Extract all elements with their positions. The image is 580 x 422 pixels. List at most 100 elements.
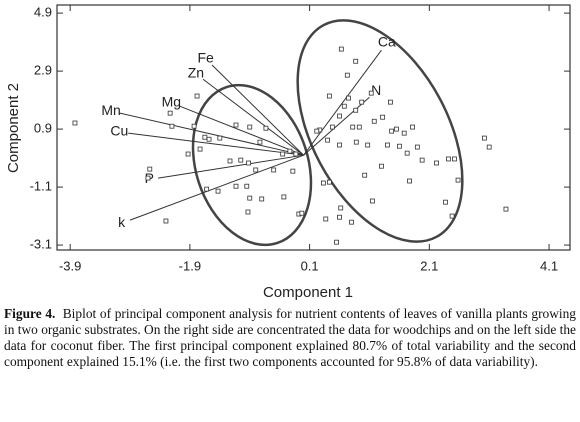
point <box>370 198 375 204</box>
point <box>163 218 169 224</box>
point <box>204 186 210 192</box>
x-tick-label: 0.1 <box>301 258 319 273</box>
point <box>379 163 384 169</box>
x-tick-label: 2.1 <box>420 258 438 273</box>
group-ellipse <box>191 83 313 247</box>
point <box>334 239 339 245</box>
point <box>349 219 354 225</box>
point <box>185 151 191 157</box>
point <box>486 144 492 150</box>
point <box>389 128 395 134</box>
point <box>353 139 359 145</box>
point <box>385 142 390 148</box>
y-tick-label: -1.1 <box>30 179 52 194</box>
loading-label: Zn <box>188 65 204 81</box>
point <box>202 134 208 140</box>
loading-vector <box>158 154 304 179</box>
loading-vector <box>303 49 382 156</box>
point <box>147 166 153 172</box>
point <box>215 188 221 194</box>
chart: Component 1 Component 2 -3.9 -1.9 0.1 2.1 4.… <box>5 4 571 300</box>
point <box>388 99 393 105</box>
point <box>233 183 239 189</box>
point <box>380 114 386 120</box>
loading-vector <box>303 96 370 156</box>
caption-text: Biplot of principal component analysis f… <box>4 306 577 369</box>
y-tick-label: 2.9 <box>34 63 52 78</box>
point <box>401 130 407 136</box>
point <box>244 183 250 189</box>
point <box>350 124 356 130</box>
loading-label: N <box>371 82 381 98</box>
loading-label: Mg <box>162 94 181 110</box>
point <box>371 118 377 124</box>
point <box>263 125 269 131</box>
point <box>194 93 200 99</box>
point <box>338 205 344 211</box>
x-axis-label: Component 1 <box>263 284 353 300</box>
point <box>443 199 448 205</box>
point <box>145 175 151 181</box>
point <box>341 103 347 109</box>
caption-label: Figure 4. <box>4 306 56 321</box>
point <box>271 167 277 173</box>
point <box>359 99 365 105</box>
loading-vector <box>179 105 304 156</box>
point <box>446 156 451 162</box>
point <box>329 124 335 130</box>
point <box>259 196 265 202</box>
point <box>414 144 420 150</box>
point <box>353 58 359 64</box>
y-axis-label: Component 2 <box>5 83 22 173</box>
point <box>396 143 402 149</box>
point <box>326 93 332 99</box>
loading-vector <box>128 132 304 156</box>
loading-label: Cu <box>110 123 128 139</box>
loading-label: Mn <box>101 102 120 118</box>
point <box>280 151 286 157</box>
point <box>434 160 439 166</box>
point <box>362 172 368 178</box>
point <box>394 126 399 132</box>
loading-label: Ca <box>378 34 396 50</box>
point <box>290 168 296 174</box>
point <box>247 124 253 130</box>
point <box>227 158 233 164</box>
point <box>337 214 342 220</box>
point <box>368 90 374 96</box>
point <box>169 123 175 129</box>
point <box>257 139 263 145</box>
point <box>419 157 425 163</box>
point <box>197 146 203 152</box>
point <box>356 124 362 130</box>
point <box>325 137 330 143</box>
point <box>247 195 253 201</box>
point <box>338 46 344 52</box>
point <box>503 206 509 212</box>
point <box>452 156 457 162</box>
caption: Figure 4. Biplot of principal component … <box>4 306 576 370</box>
point <box>449 213 455 219</box>
point <box>72 120 78 126</box>
point <box>365 142 371 148</box>
x-tick-label: -1.9 <box>179 258 201 273</box>
point <box>191 123 197 129</box>
y-tick-label: 0.9 <box>34 121 52 136</box>
point <box>167 110 173 116</box>
point <box>281 194 287 200</box>
x-tick-label: -3.9 <box>59 258 81 273</box>
loading-label: k <box>118 214 126 230</box>
point <box>337 113 342 119</box>
x-tick-label: 4.1 <box>540 258 558 273</box>
point <box>320 180 326 186</box>
plot-frame <box>56 4 571 251</box>
loading-vector <box>119 112 304 156</box>
point <box>337 142 342 148</box>
point <box>323 216 329 222</box>
point <box>245 209 251 215</box>
point <box>246 160 251 166</box>
point <box>353 107 359 113</box>
point <box>217 135 223 141</box>
point <box>344 72 350 78</box>
loading-vector <box>211 64 304 156</box>
